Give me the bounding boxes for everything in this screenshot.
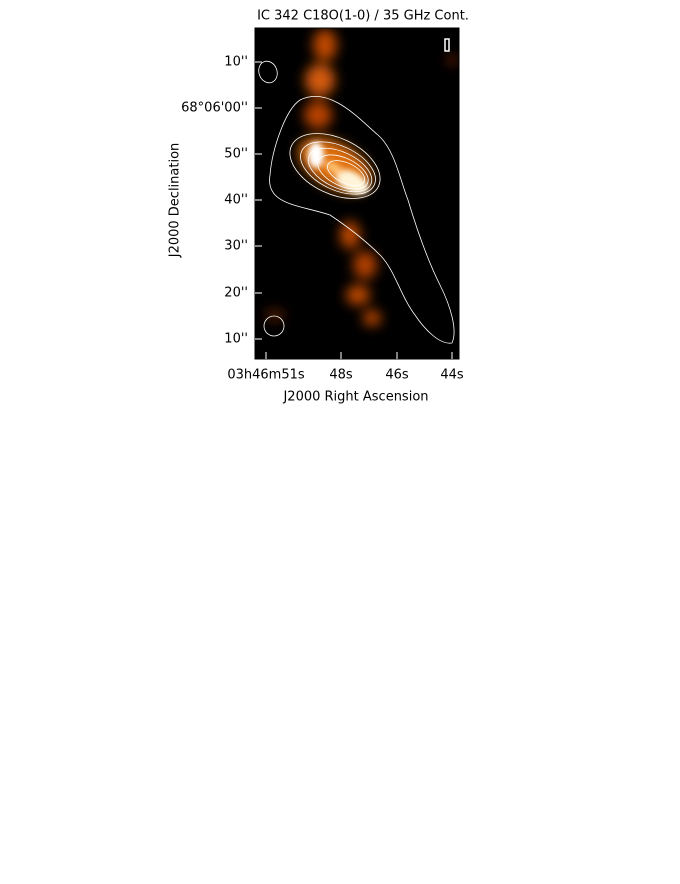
y-tick-label: 20'' (224, 286, 248, 301)
title: IC 342 C18O(1-0) / 35 GHz Cont. (257, 9, 469, 24)
y-tick-label: 68°06'00'' (181, 101, 248, 116)
x-tick-label: 48s (329, 368, 353, 383)
x-tick-label: 46s (385, 368, 409, 383)
x-axis-label: J2000 Right Ascension (282, 390, 428, 405)
x-tick-label: 44s (440, 368, 464, 383)
x-tick-label: 03h46m51s (227, 368, 305, 383)
image (255, 28, 459, 359)
y-tick-label: 30'' (224, 239, 248, 254)
y-axis-label: J2000 Declination (168, 143, 183, 259)
y-tick-label: 10'' (224, 332, 248, 347)
y-tick-label: 40'' (224, 193, 248, 208)
y-tick-label: 50'' (224, 147, 248, 162)
y-tick-label: 10'' (224, 55, 248, 70)
